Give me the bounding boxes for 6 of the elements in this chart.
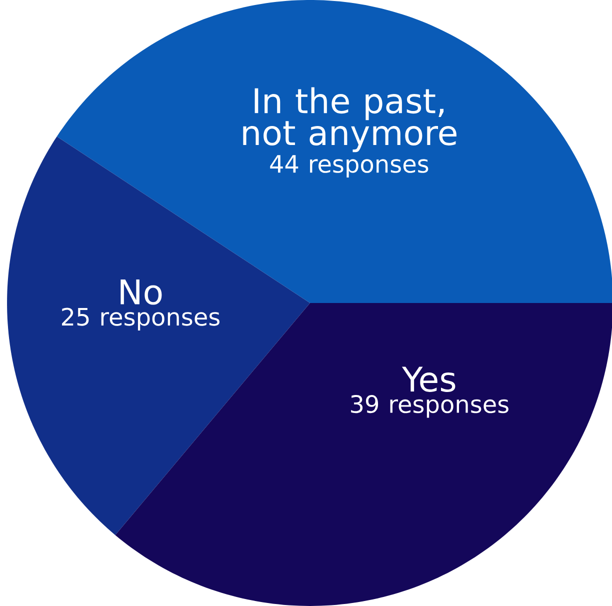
data-label: 44 responses <box>270 155 428 178</box>
data-label: 25 responses <box>62 308 220 331</box>
slice-label: In the past, not anymore <box>243 87 456 152</box>
slice-label: Yes <box>402 366 456 392</box>
slice-label: No <box>120 279 162 305</box>
data-label: 39 responses <box>351 395 508 418</box>
